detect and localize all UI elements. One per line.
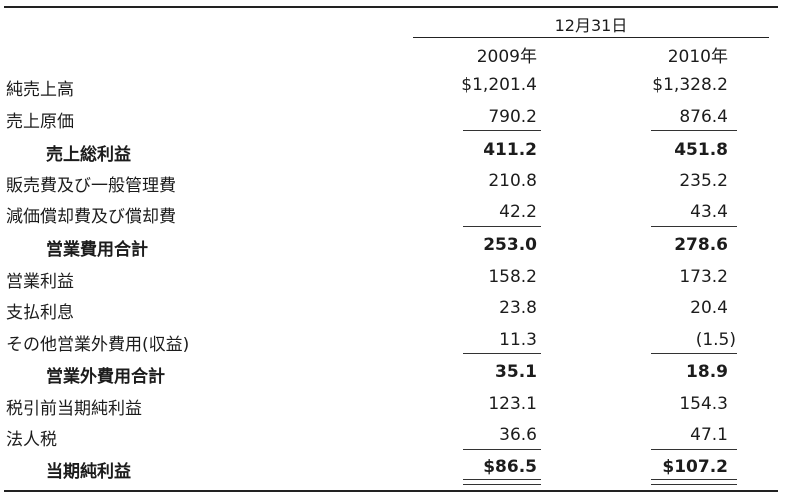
- column-header-2010: 2010年: [667, 47, 728, 67]
- table-row-depreciation: 減価償却費及び償却費 42.2 43.4: [0, 199, 786, 230]
- table-bottom-rule: [4, 490, 778, 492]
- table-row-pretax-income: 税引前当期純利益 123.1 154.3: [0, 391, 786, 422]
- row-label: 売上総利益: [46, 145, 131, 165]
- table-row-other-nonoperating: その他営業外費用(収益) 11.3 (1.5): [0, 327, 786, 358]
- value-2009: 42.2: [499, 202, 537, 222]
- value-2009: 36.6: [499, 425, 537, 445]
- value-2009: 23.8: [499, 298, 537, 318]
- subtotal-underline-2010: [651, 130, 737, 131]
- row-label: 営業外費用合計: [46, 367, 165, 387]
- subtotal-underline-2009: [463, 449, 541, 450]
- subtotal-underline-2009: [463, 130, 541, 131]
- table-row-operating-income: 営業利益 158.2 173.2: [0, 264, 786, 295]
- value-2009: 253.0: [483, 235, 537, 255]
- table-row-net-income: 当期純利益 $86.5 $107.2: [0, 454, 786, 485]
- subtotal-underline-2010: [651, 226, 737, 227]
- value-2010: 47.1: [690, 425, 728, 445]
- subtotal-underline-2010: [651, 449, 737, 450]
- table-row-cost-of-sales: 売上原価 790.2 876.4: [0, 104, 786, 135]
- value-2010: 173.2: [679, 267, 728, 287]
- value-2009: $86.5: [483, 457, 537, 477]
- subtotal-underline-2009: [463, 353, 541, 354]
- value-2009: 123.1: [488, 394, 537, 414]
- table-row-sga-expenses: 販売費及び一般管理費 210.8 235.2: [0, 168, 786, 199]
- value-2009: 35.1: [495, 362, 537, 382]
- row-label: 販売費及び一般管理費: [6, 176, 176, 196]
- row-label: 支払利息: [6, 303, 74, 323]
- value-2009: 411.2: [483, 140, 537, 160]
- row-label: 売上原価: [6, 112, 74, 132]
- row-label: 税引前当期純利益: [6, 399, 142, 419]
- value-2009: 158.2: [488, 267, 537, 287]
- table-row-total-operating-expenses: 営業費用合計 253.0 278.6: [0, 232, 786, 263]
- total-double-underline-2009: [463, 479, 541, 485]
- column-header-2009: 2009年: [476, 47, 537, 67]
- table-row-gross-profit: 売上総利益 411.2 451.8: [0, 137, 786, 168]
- row-label: 営業利益: [6, 272, 74, 292]
- value-2009: 790.2: [488, 107, 537, 127]
- value-2010: 18.9: [686, 362, 728, 382]
- value-2009: 11.3: [499, 330, 537, 350]
- subtotal-underline-2009: [463, 226, 541, 227]
- value-2010: 278.6: [674, 235, 728, 255]
- value-2010: 43.4: [690, 202, 728, 222]
- total-double-underline-2010: [651, 479, 737, 485]
- value-2009: $1,201.4: [461, 75, 537, 95]
- row-label: 純売上高: [6, 80, 74, 100]
- value-2010: $1,328.2: [652, 75, 728, 95]
- table-row-total-nonoperating: 営業外費用合計 35.1 18.9: [0, 359, 786, 390]
- row-label: その他営業外費用(収益): [6, 335, 190, 355]
- period-header: 12月31日: [554, 16, 628, 35]
- table-row-interest-expense: 支払利息 23.8 20.4: [0, 295, 786, 326]
- value-2010: 235.2: [679, 171, 728, 191]
- row-label: 減価償却費及び償却費: [6, 207, 176, 227]
- row-label: 当期純利益: [46, 462, 131, 482]
- table-row-income-tax: 法人税 36.6 47.1: [0, 422, 786, 453]
- table-row-net-sales: 純売上高 $1,201.4 $1,328.2: [0, 72, 786, 103]
- period-header-rule: [413, 37, 769, 38]
- table-top-rule: [4, 6, 778, 8]
- value-2010: 20.4: [690, 298, 728, 318]
- value-2010: 154.3: [679, 394, 728, 414]
- value-2010: $107.2: [662, 457, 728, 477]
- value-2010: 451.8: [674, 140, 728, 160]
- value-2009: 210.8: [488, 171, 537, 191]
- value-2010: 876.4: [679, 107, 728, 127]
- row-label: 法人税: [6, 430, 57, 450]
- value-2010: (1.5): [695, 330, 736, 350]
- subtotal-underline-2010: [651, 353, 737, 354]
- row-label: 営業費用合計: [46, 240, 148, 260]
